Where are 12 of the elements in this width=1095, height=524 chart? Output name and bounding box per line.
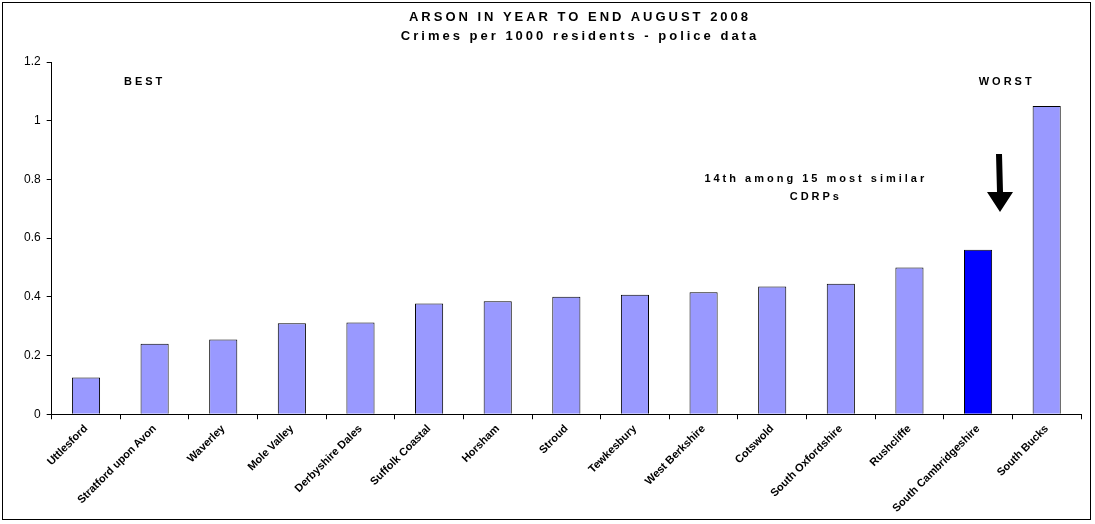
y-tick-label: 0.4 [23, 289, 41, 304]
annotation: BEST [123, 75, 166, 87]
y-tick-label: 0.8 [23, 171, 41, 186]
annotation: 14th among 15 most similar CDRPs [704, 172, 928, 202]
chart-title: ARSON IN YEAR TO END AUGUST 2008 [408, 9, 752, 24]
y-tick-label: 0.6 [23, 230, 41, 245]
y-tick-label: 1 [33, 113, 41, 128]
y-tick-label: 0 [33, 406, 41, 421]
y-tick-label: 0.2 [23, 347, 41, 362]
y-tick-label: 1.2 [23, 54, 41, 69]
chart-subtitle: Crimes per 1000 residents - police data [400, 28, 760, 43]
annotation: WORST [978, 75, 1035, 87]
